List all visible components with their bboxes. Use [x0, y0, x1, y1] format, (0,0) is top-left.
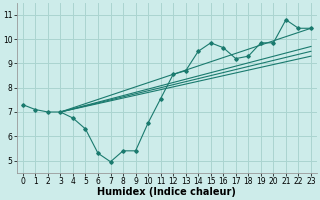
X-axis label: Humidex (Indice chaleur): Humidex (Indice chaleur) — [98, 187, 236, 197]
